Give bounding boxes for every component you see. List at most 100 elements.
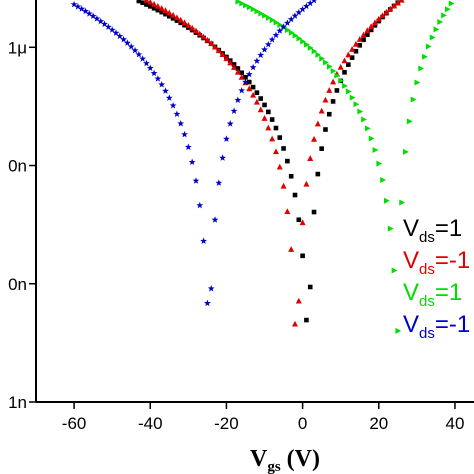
data-point [215,47,222,54]
data-point [371,19,378,26]
data-point [101,20,108,28]
data-point [120,35,128,43]
data-point [276,27,284,34]
data-point [165,94,173,101]
data-point [185,22,192,28]
data-point [85,10,93,17]
data-point [307,284,313,290]
data-point [189,24,196,31]
data-point [345,51,352,58]
data-point [104,23,112,30]
data-point [243,2,249,9]
data-point [284,27,291,34]
data-point [365,32,370,37]
data-point [311,48,318,55]
data-point [254,90,260,95]
data-point [383,8,390,15]
data-point [311,0,317,4]
data-point [238,86,246,94]
y-tick-label: 1μ [8,38,27,57]
data-point [288,246,295,252]
data-point [425,43,432,50]
data-point [215,179,223,186]
data-point [441,12,447,19]
data-point [307,155,314,161]
data-point [246,85,253,92]
data-point [70,0,78,8]
data-point [230,107,238,114]
data-point [219,51,226,58]
data-point [406,118,413,125]
data-point [364,27,371,34]
data-point [231,64,238,70]
data-point [123,39,131,46]
legend-label-rest: =-1 [435,247,470,274]
data-point [376,160,383,167]
data-point [375,15,382,22]
data-point [262,102,267,108]
data-point [257,106,264,113]
data-point [330,68,337,75]
data-point [288,173,294,179]
data-point [203,299,211,307]
data-point [204,36,211,43]
series [136,0,401,323]
data-point [372,23,378,28]
data-point [387,225,394,232]
x-axis-title: Vgs (V) [250,446,320,474]
data-point [166,9,173,16]
data-point [154,2,161,9]
data-point [287,15,295,23]
data-point [288,29,295,36]
x-tick-label: -20 [214,414,239,433]
data-point [315,171,321,177]
data-point [265,124,272,131]
data-point [162,7,169,14]
data-point [296,35,303,42]
data-point [150,69,158,77]
data-point [116,32,124,40]
data-point [234,96,242,104]
data-point [181,130,188,138]
data-point [398,0,405,3]
data-point [323,127,328,132]
data-point [246,4,253,11]
legend-label-main: V [403,247,419,274]
data-point [283,19,291,26]
data-point [170,16,176,21]
data-point [262,12,268,19]
data-point [158,81,166,88]
data-point [242,78,249,85]
data-point [319,146,324,151]
data-point [188,158,196,166]
data-point [181,19,188,26]
legend-entry: Vds=-1 [403,247,470,278]
data-point [319,55,326,62]
series [235,0,455,334]
legend-label-sub: ds [419,229,435,246]
data-point [208,40,215,47]
data-point [330,99,336,104]
data-point [269,117,275,122]
data-point [261,46,268,53]
data-point [258,10,265,17]
data-point [154,75,162,82]
data-point [147,0,154,5]
data-point [169,101,177,109]
data-point [239,70,244,76]
data-point [368,23,375,30]
data-point [307,44,314,51]
data-point [261,115,268,121]
data-point [112,29,120,36]
data-point [281,146,286,151]
data-point [391,2,398,9]
x-tick-label: 40 [445,414,464,433]
data-point [143,59,150,67]
data-point [243,74,248,80]
data-point [140,0,145,6]
data-point [295,297,302,304]
data-point [394,0,401,6]
data-point [414,79,421,86]
